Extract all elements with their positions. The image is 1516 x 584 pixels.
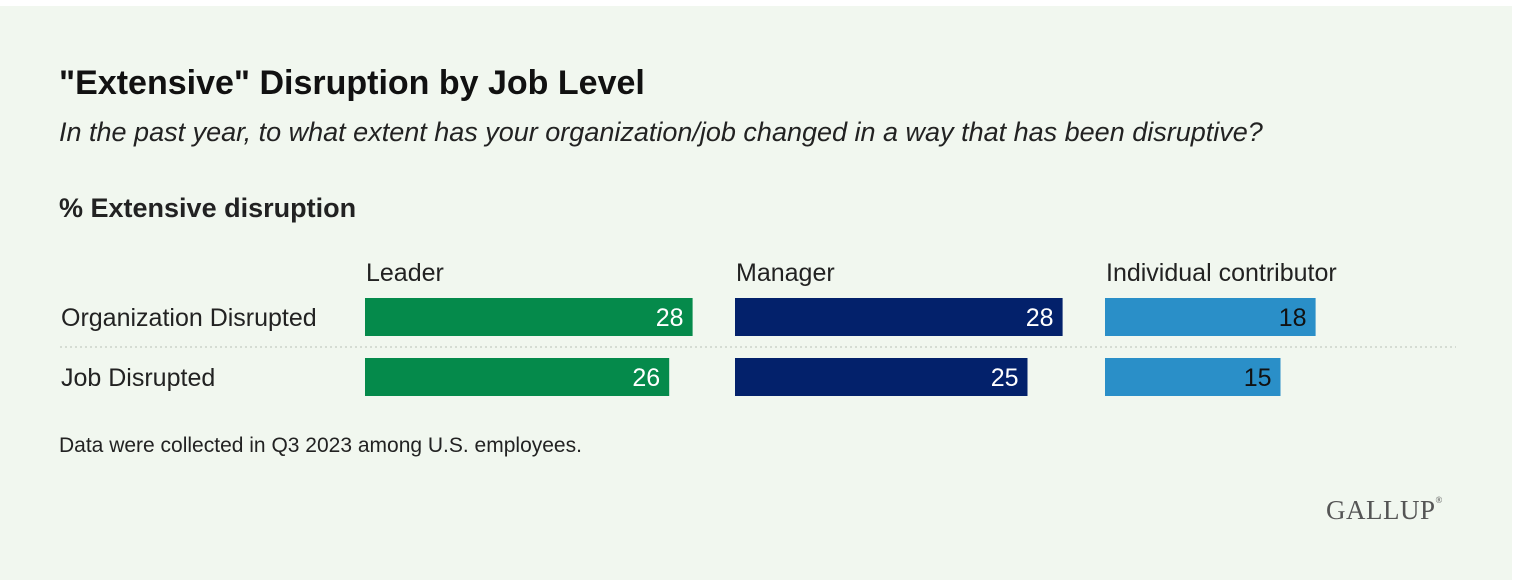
bar-value-label: 28 bbox=[1026, 304, 1054, 332]
chart-card bbox=[0, 6, 1512, 580]
bar-value-label: 15 bbox=[1244, 364, 1272, 392]
chart-subtitle: In the past year, to what extent has you… bbox=[59, 117, 1263, 147]
bar-leader-organization-disrupted bbox=[365, 298, 693, 336]
bar-value-label: 25 bbox=[991, 364, 1019, 392]
category-label-job-disrupted: Job Disrupted bbox=[61, 364, 215, 392]
bar-individual-contributor-job-disrupted bbox=[1105, 358, 1281, 396]
bar-manager-job-disrupted bbox=[735, 358, 1028, 396]
chart-title: "Extensive" Disruption by Job Level bbox=[59, 64, 645, 102]
bar-leader-job-disrupted bbox=[365, 358, 670, 396]
series-header-manager: Manager bbox=[736, 259, 835, 287]
bar-individual-contributor-organization-disrupted bbox=[1105, 298, 1316, 336]
series-header-individual-contributor: Individual contributor bbox=[1106, 259, 1337, 287]
bar-manager-organization-disrupted bbox=[735, 298, 1063, 336]
series-header-leader: Leader bbox=[366, 259, 444, 287]
measure-label: % Extensive disruption bbox=[59, 193, 357, 223]
bar-value-label: 28 bbox=[656, 304, 684, 332]
category-label-organization-disrupted: Organization Disrupted bbox=[61, 304, 317, 332]
logo-text: GALLUP bbox=[1326, 495, 1436, 525]
footnote: Data were collected in Q3 2023 among U.S… bbox=[59, 434, 582, 457]
logo-mark: ® bbox=[1435, 495, 1443, 505]
gallup-logo: GALLUP® bbox=[1326, 495, 1443, 526]
bar-value-label: 18 bbox=[1279, 304, 1307, 332]
bar-value-label: 26 bbox=[632, 364, 660, 392]
